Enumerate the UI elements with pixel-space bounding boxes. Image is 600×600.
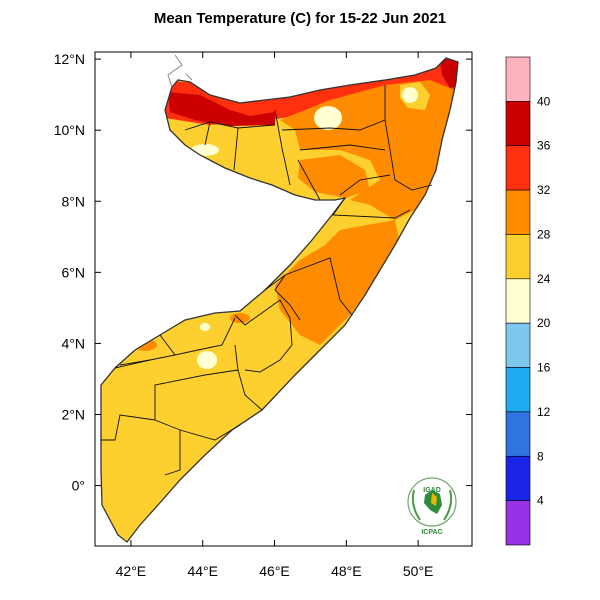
temp-band-36-40-west	[168, 92, 275, 126]
colorbar-label: 12	[537, 405, 551, 419]
temp-band-28-32-north-inland	[298, 155, 370, 198]
colorbar-label: 8	[537, 449, 544, 463]
region-boundaries	[101, 85, 433, 476]
lon-tick-label: 50°E	[403, 563, 434, 579]
lon-tick-label: 44°E	[187, 563, 218, 579]
temp-band-20-24-south-small	[200, 323, 210, 331]
lon-tick-label: 46°E	[259, 563, 290, 579]
colorbar-box	[505, 56, 531, 102]
longitude-axis: 42°E 44°E 46°E 48°E 50°E	[116, 52, 434, 579]
temp-band-20-24-tip	[402, 87, 418, 103]
colorbar-label: 4	[537, 494, 544, 508]
colorbar-box	[505, 411, 531, 457]
igad-icpac-logo: IGAD ICPAC	[407, 477, 457, 536]
lat-tick-label: 10°N	[54, 122, 85, 138]
colorbar-label: 20	[537, 316, 551, 330]
colorbar-box	[505, 455, 531, 501]
neighbour-border	[167, 54, 183, 88]
colorbar-box	[505, 189, 531, 235]
lon-tick-label: 42°E	[116, 563, 147, 579]
colorbar-label: 36	[537, 139, 551, 153]
colorbar-box	[505, 278, 531, 324]
country-outline	[100, 57, 459, 543]
map-title: Mean Temperature (C) for 15-22 Jun 2021	[153, 10, 447, 27]
temp-band-20-24-south	[197, 351, 217, 369]
lat-tick-label: 8°N	[62, 193, 86, 209]
temp-band-28-32-central	[275, 220, 400, 345]
colorbar-label: 32	[537, 183, 551, 197]
lat-tick-label: 2°N	[62, 407, 86, 423]
latitude-axis: 12°N 10°N 8°N 6°N 4°N 2°N 0°	[54, 51, 472, 494]
lat-tick-label: 6°N	[62, 264, 86, 280]
lat-tick-label: 12°N	[54, 51, 85, 67]
colorbar-label: 40	[537, 94, 551, 108]
colorbar-box	[505, 322, 531, 368]
svg-text:IGAD: IGAD	[423, 487, 441, 494]
temp-band-28-32-tip	[380, 88, 455, 140]
colorbar-label: 16	[537, 361, 551, 375]
colorbar-label: 24	[537, 272, 551, 286]
svg-text:ICPAC: ICPAC	[421, 529, 442, 536]
colorbar-box	[505, 101, 531, 147]
lat-tick-label: 4°N	[62, 335, 86, 351]
temp-band-20-24-plateau	[314, 106, 342, 130]
neighbour-border-2	[185, 73, 193, 81]
colorbar-label: 28	[537, 227, 551, 241]
lat-tick-label: 0°	[72, 478, 85, 494]
colorbar-box	[505, 500, 531, 546]
colorbar-box	[505, 367, 531, 413]
colorbar-box	[505, 145, 531, 191]
colorbar-box	[505, 234, 531, 280]
colorbar: 4 8 12 16 20 24 28 32 36 40	[505, 56, 551, 546]
lon-tick-label: 48°E	[331, 563, 362, 579]
